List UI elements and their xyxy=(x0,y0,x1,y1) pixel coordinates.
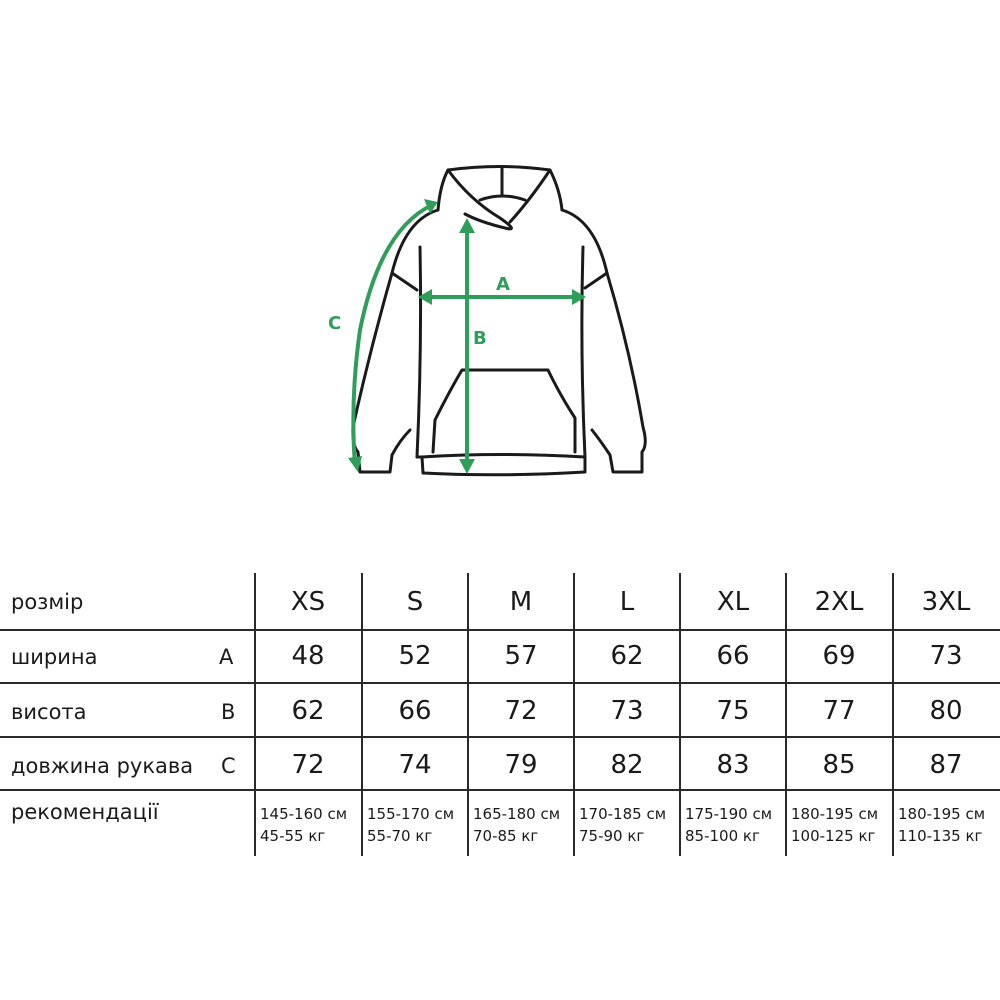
divider xyxy=(0,789,1000,791)
sleeve-cell: 74 xyxy=(398,750,432,780)
divider xyxy=(0,736,1000,738)
recommend-weight: 85-100 кг xyxy=(685,827,760,845)
column-divider xyxy=(679,573,681,856)
divider xyxy=(0,682,1000,684)
row-label-width: ширина xyxy=(11,645,98,669)
width-cell: 52 xyxy=(398,641,432,671)
column-divider xyxy=(361,573,363,856)
size-cell: S xyxy=(406,587,424,617)
recommendation-cell: 175-190 см 85-100 кг xyxy=(685,803,772,847)
recommendation-cell: 170-185 см 75-90 кг xyxy=(579,803,666,847)
recommend-weight: 45-55 кг xyxy=(260,827,326,845)
recommend-weight: 75-90 кг xyxy=(579,827,645,845)
label-b: B xyxy=(473,328,487,349)
recommend-weight: 70-85 кг xyxy=(473,827,539,845)
width-cell: 57 xyxy=(504,641,538,671)
width-cell: 73 xyxy=(929,641,963,671)
row-label-size: розмір xyxy=(11,590,84,614)
row-letter-c: C xyxy=(221,754,236,778)
width-cell: 62 xyxy=(610,641,644,671)
height-cell: 72 xyxy=(504,696,538,726)
sleeve-cell: 87 xyxy=(929,750,963,780)
sleeve-cell: 85 xyxy=(822,750,856,780)
recommend-height: 155-170 см xyxy=(367,805,455,823)
label-a: A xyxy=(496,274,510,295)
recommend-weight: 110-135 кг xyxy=(898,827,983,845)
recommend-weight: 55-70 кг xyxy=(367,827,433,845)
hoodie-outline xyxy=(351,165,647,477)
recommend-height: 170-185 см xyxy=(579,805,667,823)
height-cell: 66 xyxy=(398,696,432,726)
measurement-arrows xyxy=(348,199,586,474)
size-cell: M xyxy=(509,587,533,617)
size-cell: XS xyxy=(290,587,326,617)
column-divider xyxy=(467,573,469,856)
sleeve-cell: 72 xyxy=(291,750,325,780)
arrow-c xyxy=(351,203,433,466)
recommendation-cell: 145-160 см 45-55 кг xyxy=(260,803,347,847)
recommend-height: 165-180 см xyxy=(473,805,561,823)
row-label-height: висота xyxy=(11,700,87,724)
width-cell: 66 xyxy=(716,641,750,671)
recommendation-cell: 180-195 см 110-135 кг xyxy=(898,803,985,847)
hoodie-diagram xyxy=(348,165,647,477)
sleeve-cell: 79 xyxy=(504,750,538,780)
size-cell: 2XL xyxy=(814,587,864,617)
size-cell: 3XL xyxy=(921,587,971,617)
height-cell: 73 xyxy=(610,696,644,726)
row-letter-a: A xyxy=(219,645,234,669)
row-letter-b: B xyxy=(221,700,236,724)
recommendation-cell: 165-180 см 70-85 кг xyxy=(473,803,560,847)
size-cell: L xyxy=(619,587,635,617)
recommendation-cell: 180-195 см 100-125 кг xyxy=(791,803,878,847)
width-cell: 48 xyxy=(291,641,325,671)
height-cell: 77 xyxy=(822,696,856,726)
sleeve-cell: 82 xyxy=(610,750,644,780)
height-cell: 75 xyxy=(716,696,750,726)
recommendation-cell: 155-170 см 55-70 кг xyxy=(367,803,454,847)
recommend-height: 175-190 см xyxy=(685,805,773,823)
recommend-height: 180-195 см xyxy=(898,805,986,823)
sleeve-cell: 83 xyxy=(716,750,750,780)
height-cell: 80 xyxy=(929,696,963,726)
recommend-height: 145-160 см xyxy=(260,805,348,823)
label-c: C xyxy=(328,313,342,334)
row-label-sleeve: довжина рукава xyxy=(11,754,194,778)
column-divider xyxy=(254,573,256,856)
column-divider xyxy=(892,573,894,856)
height-cell: 62 xyxy=(291,696,325,726)
recommend-weight: 100-125 кг xyxy=(791,827,876,845)
recommend-height: 180-195 см xyxy=(791,805,879,823)
divider xyxy=(0,629,1000,631)
row-label-recommend: рекомендації xyxy=(11,800,159,824)
column-divider xyxy=(785,573,787,856)
width-cell: 69 xyxy=(822,641,856,671)
size-cell: XL xyxy=(716,587,750,617)
column-divider xyxy=(573,573,575,856)
